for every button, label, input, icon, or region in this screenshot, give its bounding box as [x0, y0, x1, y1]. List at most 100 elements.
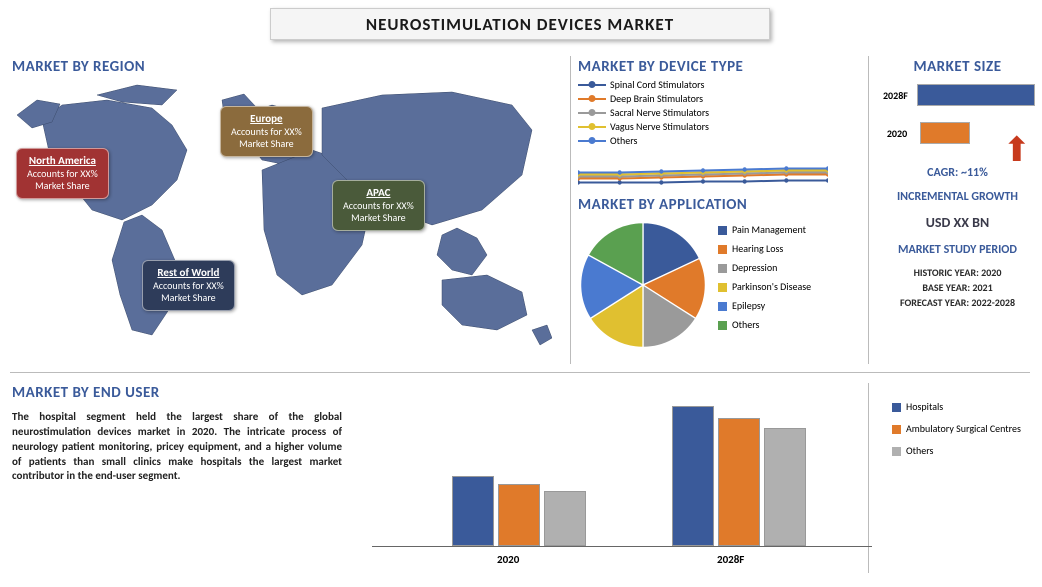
legend-swatch-icon: [718, 321, 727, 330]
chart-baseline: [372, 546, 872, 547]
legend-label: Others: [906, 444, 933, 457]
device-legend-item: Vagus Nerve Stimulators: [578, 120, 858, 134]
legend-swatch-icon: [892, 425, 901, 434]
callout-line2: Market Share: [161, 291, 216, 304]
callout-line2: Market Share: [351, 211, 406, 224]
callout-line1: Accounts for XX%: [231, 125, 302, 138]
legend-swatch-icon: [718, 264, 727, 273]
bar: [452, 476, 494, 546]
end-user-legend-item: Hospitals: [892, 396, 1021, 418]
bar: [764, 428, 806, 546]
legend-label: Epilepsy: [732, 299, 765, 312]
legend-label: Others: [610, 134, 637, 148]
size-bar-row: 2028F: [880, 84, 1035, 106]
bar: [498, 484, 540, 546]
callout-line1: Accounts for XX%: [153, 279, 224, 292]
legend-label: Deep Brain Stimulators: [610, 92, 703, 106]
application-heading: MARKET BY APPLICATION: [578, 196, 878, 214]
legend-marker-icon: [578, 137, 606, 145]
application-pie-chart: [578, 220, 708, 350]
callout-line1: Accounts for XX%: [343, 199, 414, 212]
callout-line2: Market Share: [35, 179, 90, 192]
end-user-bar-chart: 2020 2028F: [372, 390, 872, 570]
application-legend: Pain Management Hearing Loss Depression Par…: [718, 220, 811, 334]
divider-vertical-1: [570, 56, 571, 364]
legend-label: Hospitals: [906, 400, 943, 413]
device-line-chart: [578, 152, 828, 197]
end-user-legend-item: Others: [892, 440, 1021, 462]
bar: [672, 406, 714, 546]
incremental-heading: INCREMENTAL GROWTH: [880, 190, 1035, 204]
application-legend-item: Epilepsy: [718, 296, 811, 315]
end-user-description: The hospital segment held the largest sh…: [12, 410, 342, 484]
bar-group-label: 2020: [497, 553, 519, 566]
callout-rest-of-world: Rest of World Accounts for XX% Market Sh…: [142, 260, 235, 311]
world-map: North America Accounts for XX% Market Sh…: [12, 80, 552, 360]
legend-label: Others: [732, 318, 759, 331]
device-legend-item: Sacral Nerve Stimulators: [578, 106, 858, 120]
study-line: BASE YEAR: 2021: [880, 280, 1035, 295]
bar-group: [452, 476, 586, 546]
callout-name: Rest of World: [153, 266, 224, 280]
up-arrow-icon: ⬆: [1003, 134, 1032, 168]
study-period-lines: HISTORIC YEAR: 2020 BASE YEAR: 2021 FORE…: [880, 265, 1035, 310]
legend-label: Parkinson's Disease: [732, 280, 811, 293]
bar: [544, 491, 586, 546]
size-bar-label: 2020: [880, 127, 914, 140]
page-title: NEUROSTIMULATION DEVICES MARKET: [366, 14, 674, 35]
legend-marker-icon: [578, 95, 606, 103]
size-bar-label: 2028F: [880, 89, 911, 102]
legend-swatch-icon: [892, 447, 901, 456]
legend-swatch-icon: [718, 245, 727, 254]
legend-swatch-icon: [718, 302, 727, 311]
size-bar: [917, 84, 1035, 106]
legend-swatch-icon: [892, 403, 901, 412]
study-period-heading: MARKET STUDY PERIOD: [880, 243, 1035, 257]
device-type-section: MARKET BY DEVICE TYPE Spinal Cord Stimul…: [578, 58, 858, 202]
legend-label: Vagus Nerve Stimulators: [610, 120, 709, 134]
legend-swatch-icon: [718, 226, 727, 235]
legend-label: Spinal Cord Stimulators: [610, 78, 704, 92]
application-legend-item: Hearing Loss: [718, 239, 811, 258]
callout-name: APAC: [343, 186, 414, 200]
size-heading: MARKET SIZE: [880, 58, 1035, 76]
legend-swatch-icon: [718, 283, 727, 292]
end-user-section: MARKET BY END USER The hospital segment …: [12, 384, 1032, 484]
size-bar: [920, 122, 970, 144]
end-user-legend: Hospitals Ambulatory Surgical Centres Othe…: [892, 396, 1021, 462]
device-legend-item: Deep Brain Stimulators: [578, 92, 858, 106]
callout-apac: APAC Accounts for XX% Market Share: [332, 180, 425, 231]
device-legend-item: Others: [578, 134, 858, 148]
application-legend-item: Depression: [718, 258, 811, 277]
study-line: HISTORIC YEAR: 2020: [880, 265, 1035, 280]
market-size-section: MARKET SIZE 2028F2020 ⬆ CAGR: ~11% INCRE…: [880, 58, 1035, 310]
legend-label: Ambulatory Surgical Centres: [906, 422, 1021, 435]
legend-label: Hearing Loss: [732, 242, 783, 255]
callout-name: Europe: [231, 112, 302, 126]
bar-group: [672, 406, 806, 546]
region-section: MARKET BY REGION North America Accounts …: [12, 58, 567, 360]
region-heading: MARKET BY REGION: [12, 58, 567, 76]
callout-europe: Europe Accounts for XX% Market Share: [220, 106, 313, 157]
page-title-banner: NEUROSTIMULATION DEVICES MARKET: [270, 8, 770, 40]
device-legend-item: Spinal Cord Stimulators: [578, 78, 858, 92]
bar-group-label: 2028F: [717, 553, 744, 566]
end-user-legend-item: Ambulatory Surgical Centres: [892, 418, 1021, 440]
application-section: MARKET BY APPLICATION Pain Management Hea…: [578, 196, 878, 350]
callout-north-america: North America Accounts for XX% Market Sh…: [16, 148, 109, 199]
callout-line1: Accounts for XX%: [27, 167, 98, 180]
bar: [718, 418, 760, 546]
legend-label: Pain Management: [732, 223, 806, 236]
callout-name: North America: [27, 154, 98, 168]
callout-line2: Market Share: [239, 137, 294, 150]
legend-label: Depression: [732, 261, 777, 274]
application-legend-item: Parkinson's Disease: [718, 277, 811, 296]
legend-label: Sacral Nerve Stimulators: [610, 106, 709, 120]
divider-horizontal: [10, 372, 1030, 373]
size-bars: 2028F2020 ⬆: [880, 84, 1035, 164]
legend-marker-icon: [578, 81, 606, 89]
legend-marker-icon: [578, 123, 606, 131]
study-line: FORECAST YEAR: 2022-2028: [880, 295, 1035, 310]
application-legend-item: Others: [718, 315, 811, 334]
device-heading: MARKET BY DEVICE TYPE: [578, 58, 858, 76]
